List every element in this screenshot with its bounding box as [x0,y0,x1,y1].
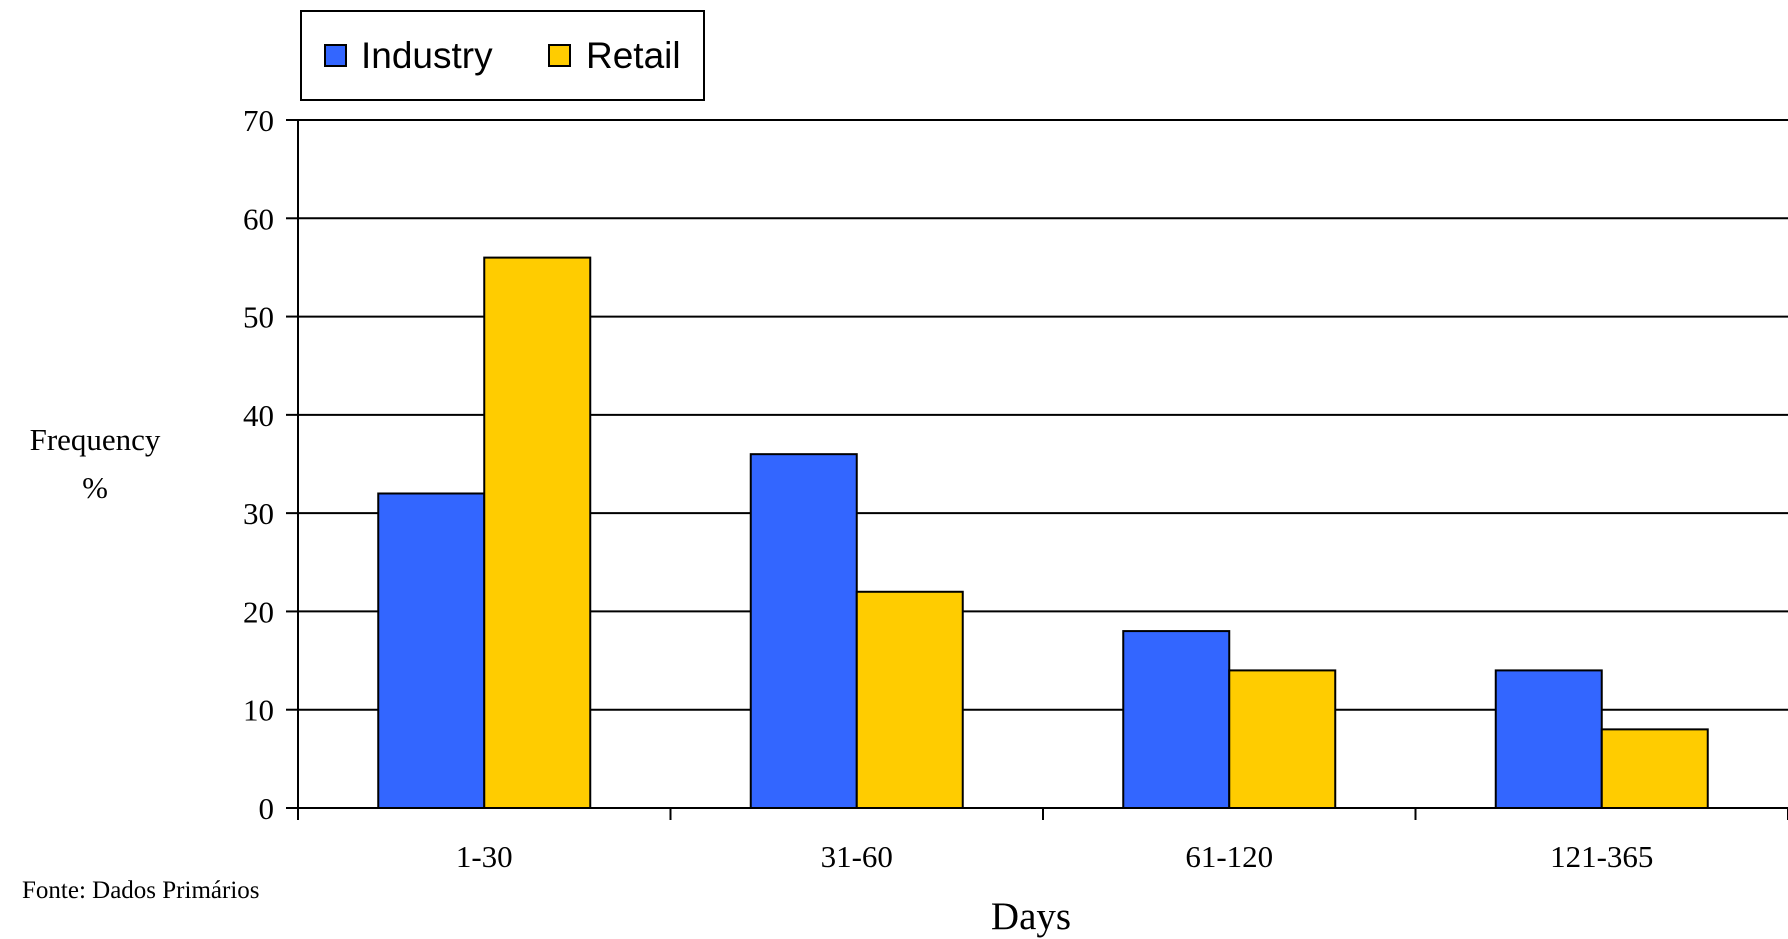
x-tick-label: 121-365 [1550,839,1653,874]
y-tick-label: 60 [243,201,274,236]
legend: Industry Retail [300,10,705,101]
source-note: Fonte: Dados Primários [22,877,260,904]
bar-retail-61-120 [1228,669,1337,810]
y-tick-label: 70 [243,103,274,138]
legend-swatch-industry [324,44,347,67]
x-ticks: 1-30 31-60 61-120 121-365 [297,808,1788,874]
bar-retail-31-60 [855,590,964,809]
x-tick-label: 61-120 [1185,839,1273,874]
y-tick-label: 0 [259,791,275,826]
x-axis-label: Days [991,895,1071,938]
legend-label-industry: Industry [361,35,493,76]
y-tick-label: 30 [243,496,274,531]
bar-industry-31-60 [749,453,858,809]
x-tick-label: 31-60 [821,839,893,874]
y-axis-label-line1: Frequency [30,422,161,457]
x-tick-label: 1-30 [456,839,513,874]
legend-box [300,10,705,101]
y-tick-label: 40 [243,398,274,433]
legend-swatch-retail [548,44,571,67]
y-tick-label: 20 [243,594,274,629]
bars [377,256,1709,810]
bar-retail-1-30 [483,256,592,810]
bar-retail-121-365 [1600,728,1709,809]
legend-label-retail: Retail [586,35,681,76]
y-ticks: 0 10 20 30 40 50 60 70 [243,103,298,826]
y-tick-label: 10 [243,693,274,728]
y-tick-label: 50 [243,300,274,335]
bar-industry-1-30 [377,492,486,809]
y-axis-label-line2: % [82,470,108,505]
bar-industry-61-120 [1122,630,1231,809]
bar-industry-121-365 [1494,669,1603,810]
